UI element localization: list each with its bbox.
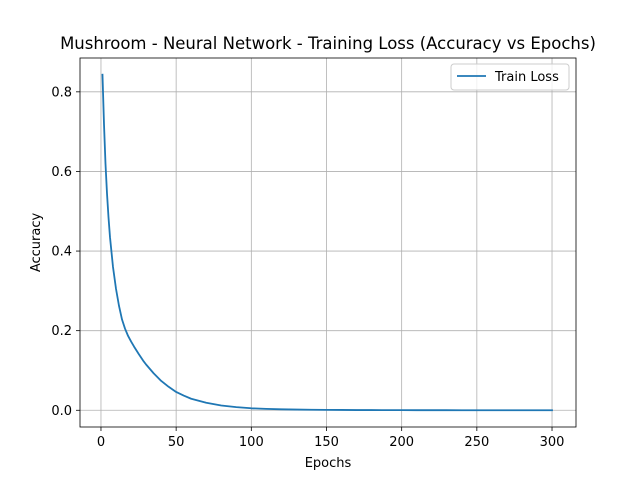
y-axis-label: Accuracy bbox=[29, 213, 44, 273]
y-tick-label: 0.4 bbox=[51, 245, 72, 260]
y-tick-label: 0.8 bbox=[51, 85, 72, 100]
x-tick-label: 0 bbox=[97, 435, 105, 450]
x-axis-label: Epochs bbox=[305, 456, 352, 471]
axes-frame bbox=[79, 57, 577, 428]
x-tick-label: 250 bbox=[464, 435, 489, 450]
plot-area bbox=[80, 58, 576, 427]
legend-box bbox=[450, 63, 570, 91]
y-axis: 0.0 0.2 0.4 0.6 0.8 bbox=[51, 85, 80, 419]
y-tick-label: 0.2 bbox=[51, 324, 72, 339]
x-tick-label: 150 bbox=[314, 435, 339, 450]
x-tick-label: 100 bbox=[239, 435, 264, 450]
chart-title: Mushroom - Neural Network - Training Los… bbox=[60, 34, 596, 53]
series-layer bbox=[101, 73, 553, 412]
x-axis: 0 50 100 150 200 250 300 bbox=[97, 427, 565, 450]
y-tick-label: 0.0 bbox=[51, 404, 72, 419]
x-tick-label: 200 bbox=[389, 435, 414, 450]
y-tick-label: 0.6 bbox=[51, 165, 72, 180]
grid bbox=[80, 58, 576, 427]
series-line-train-loss bbox=[101, 73, 553, 412]
legend-label-train-loss: Train Loss bbox=[494, 70, 559, 85]
x-tick-label: 300 bbox=[540, 435, 565, 450]
x-tick-label: 50 bbox=[168, 435, 185, 450]
legend: Train Loss bbox=[450, 63, 570, 91]
